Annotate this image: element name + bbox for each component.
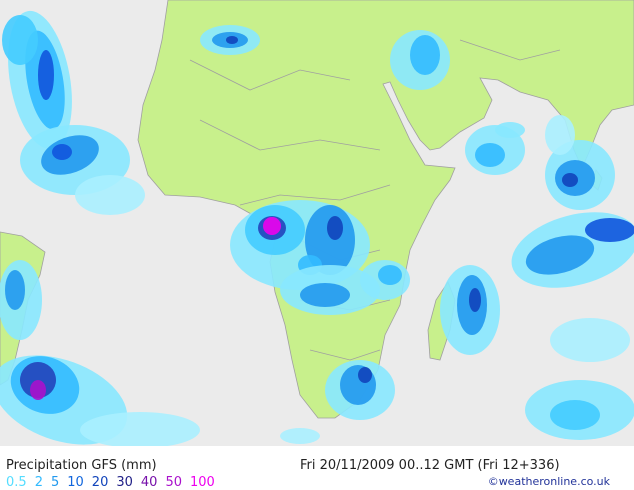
- precip-area: [327, 216, 343, 240]
- precip-area: [263, 217, 281, 235]
- precip-area: [80, 412, 200, 448]
- legend-level: 5: [51, 475, 59, 490]
- legend-level: 100: [190, 475, 215, 490]
- precip-area: [525, 235, 595, 275]
- timestamp: Fri 20/11/2009 00..12 GMT (Fri 12+336): [300, 458, 560, 473]
- precip-area: [226, 36, 238, 44]
- precip-area: [2, 15, 38, 65]
- precip-area: [38, 50, 54, 100]
- legend: 0.5 2 5 10 20 30 40 50 100: [6, 475, 215, 490]
- legend-level: 20: [92, 475, 109, 490]
- legend-level: 30: [116, 475, 133, 490]
- legend-level: 2: [35, 475, 43, 490]
- legend-background: [0, 446, 634, 490]
- precipitation-layer: [0, 10, 634, 448]
- precip-area: [545, 115, 575, 155]
- precip-area: [300, 283, 350, 307]
- legend-level: 0.5: [6, 475, 27, 490]
- precip-area: [550, 318, 630, 362]
- precip-area: [469, 288, 481, 312]
- precip-area: [475, 143, 505, 167]
- precip-area: [378, 265, 402, 285]
- legend-level: 10: [67, 475, 84, 490]
- precip-area: [30, 380, 46, 400]
- precip-area: [280, 428, 320, 444]
- precip-area: [75, 175, 145, 215]
- precip-area: [5, 270, 25, 310]
- legend-level: 50: [165, 475, 182, 490]
- precip-area: [495, 122, 525, 138]
- credit: ©weatheronline.co.uk: [488, 475, 611, 488]
- precip-area: [358, 367, 372, 383]
- precip-area: [410, 35, 440, 75]
- precip-area: [585, 218, 634, 242]
- legend-level: 40: [141, 475, 158, 490]
- precip-area: [562, 173, 578, 187]
- precip-area: [550, 400, 600, 430]
- map-title: Precipitation GFS (mm): [6, 458, 157, 473]
- precip-area: [52, 144, 72, 160]
